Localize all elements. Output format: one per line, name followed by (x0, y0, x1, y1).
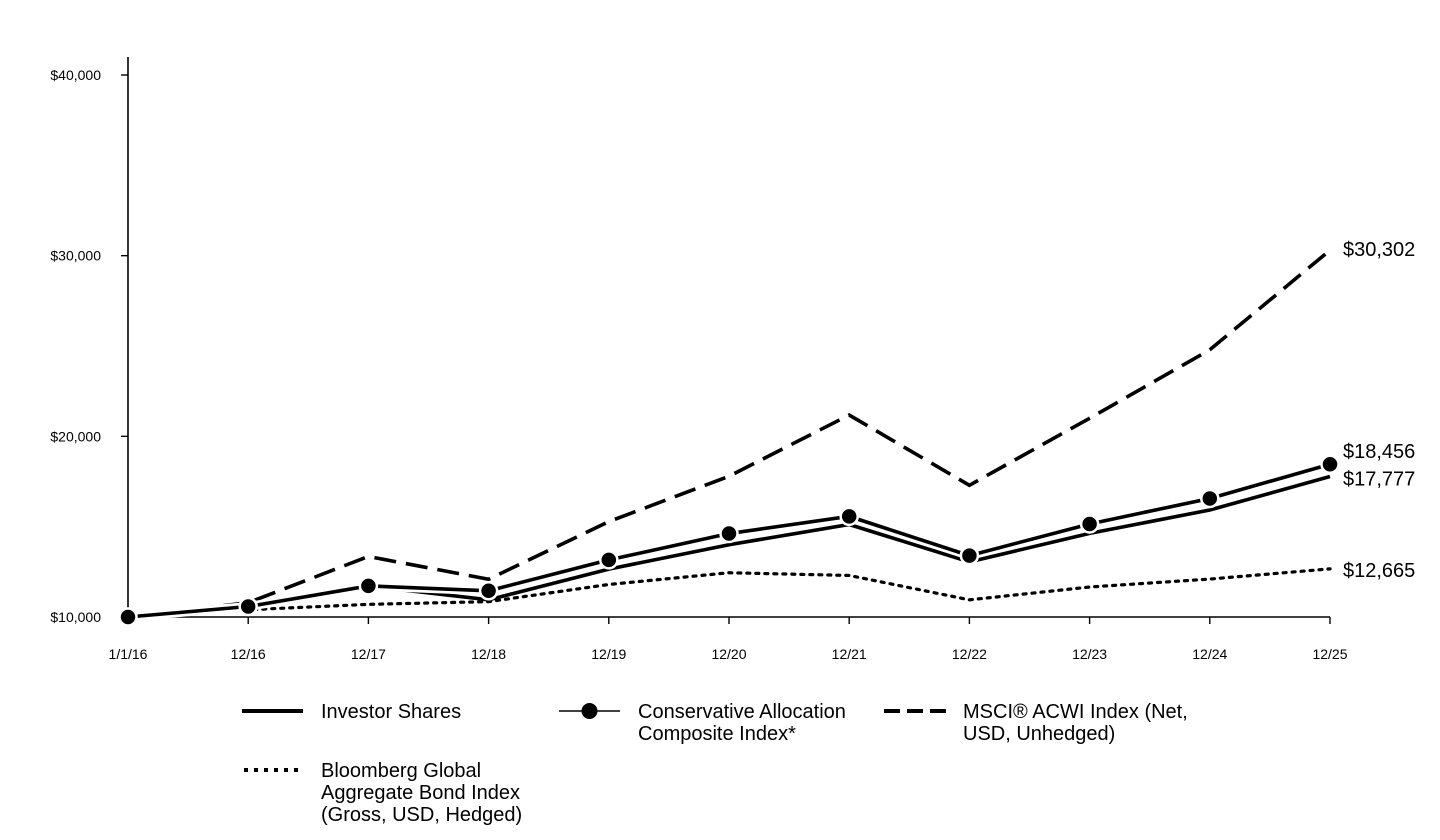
chart-axes: $10,000 $20,000 $30,000 $40,000 1/1/16 12/16 1… (50, 57, 1348, 662)
y-tick-label: $40,000 (50, 67, 101, 83)
x-tick-label: 1/1/16 (109, 646, 148, 662)
data-point (238, 596, 258, 617)
legend-label-line-2: Aggregate Bond Index (321, 782, 521, 804)
data-point (478, 581, 499, 601)
end-label-msci: $30,302 (1343, 239, 1415, 261)
data-point (1320, 454, 1340, 474)
data-point (959, 545, 980, 566)
legend-swatch-dashed (884, 709, 946, 713)
legend-swatch-solid (242, 709, 303, 713)
x-tick-label: 12/23 (1072, 646, 1107, 662)
data-point (599, 550, 619, 570)
end-label-bloomberg: $12,665 (1343, 560, 1415, 582)
series-line (126, 567, 1332, 619)
legend-label-line-1: Bloomberg Global (321, 760, 482, 782)
x-tick-label: 12/21 (832, 646, 867, 662)
legend-label-line-2: USD, Unhedged) (963, 723, 1116, 745)
y-tick-label: $30,000 (50, 248, 101, 264)
end-label-investor: $17,777 (1343, 468, 1415, 490)
y-tick-label: $10,000 (50, 609, 101, 625)
legend-label: Investor Shares (321, 701, 462, 723)
y-tick-label: $20,000 (50, 428, 101, 444)
data-point (1079, 514, 1100, 534)
x-tick-label: 12/20 (711, 646, 746, 662)
legend-label-line-1: Conservative Allocation (638, 701, 846, 723)
series-composite (118, 454, 1340, 627)
x-tick-label: 12/16 (231, 646, 266, 662)
end-labels: $17,777 $18,456 $30,302 $12,665 (1343, 239, 1415, 582)
legend-label-line-1: MSCI® ACWI Index (Net, (963, 701, 1188, 723)
data-point (118, 607, 138, 627)
series-line (127, 248, 1332, 619)
data-point (358, 576, 379, 596)
legend-swatch-marker-line (559, 703, 620, 719)
data-point (1200, 488, 1220, 509)
legend-label-line-3: (Gross, USD, Hedged) (321, 804, 523, 826)
series-msci (127, 248, 1332, 619)
x-tick-label: 12/18 (471, 646, 506, 662)
legend-swatch-dotted (244, 768, 302, 772)
series-bloomberg (126, 567, 1332, 619)
data-point (719, 523, 739, 544)
x-tick-label: 12/19 (591, 646, 626, 662)
x-tick-label: 12/24 (1192, 646, 1227, 662)
data-point (839, 506, 859, 527)
series-layer (118, 248, 1340, 627)
x-tick-label: 12/25 (1312, 646, 1347, 662)
end-label-composite: $18,456 (1343, 441, 1415, 463)
legend-label-line-2: Composite Index* (638, 723, 796, 745)
x-tick-label: 12/22 (952, 646, 987, 662)
x-tick-label: 12/17 (351, 646, 386, 662)
